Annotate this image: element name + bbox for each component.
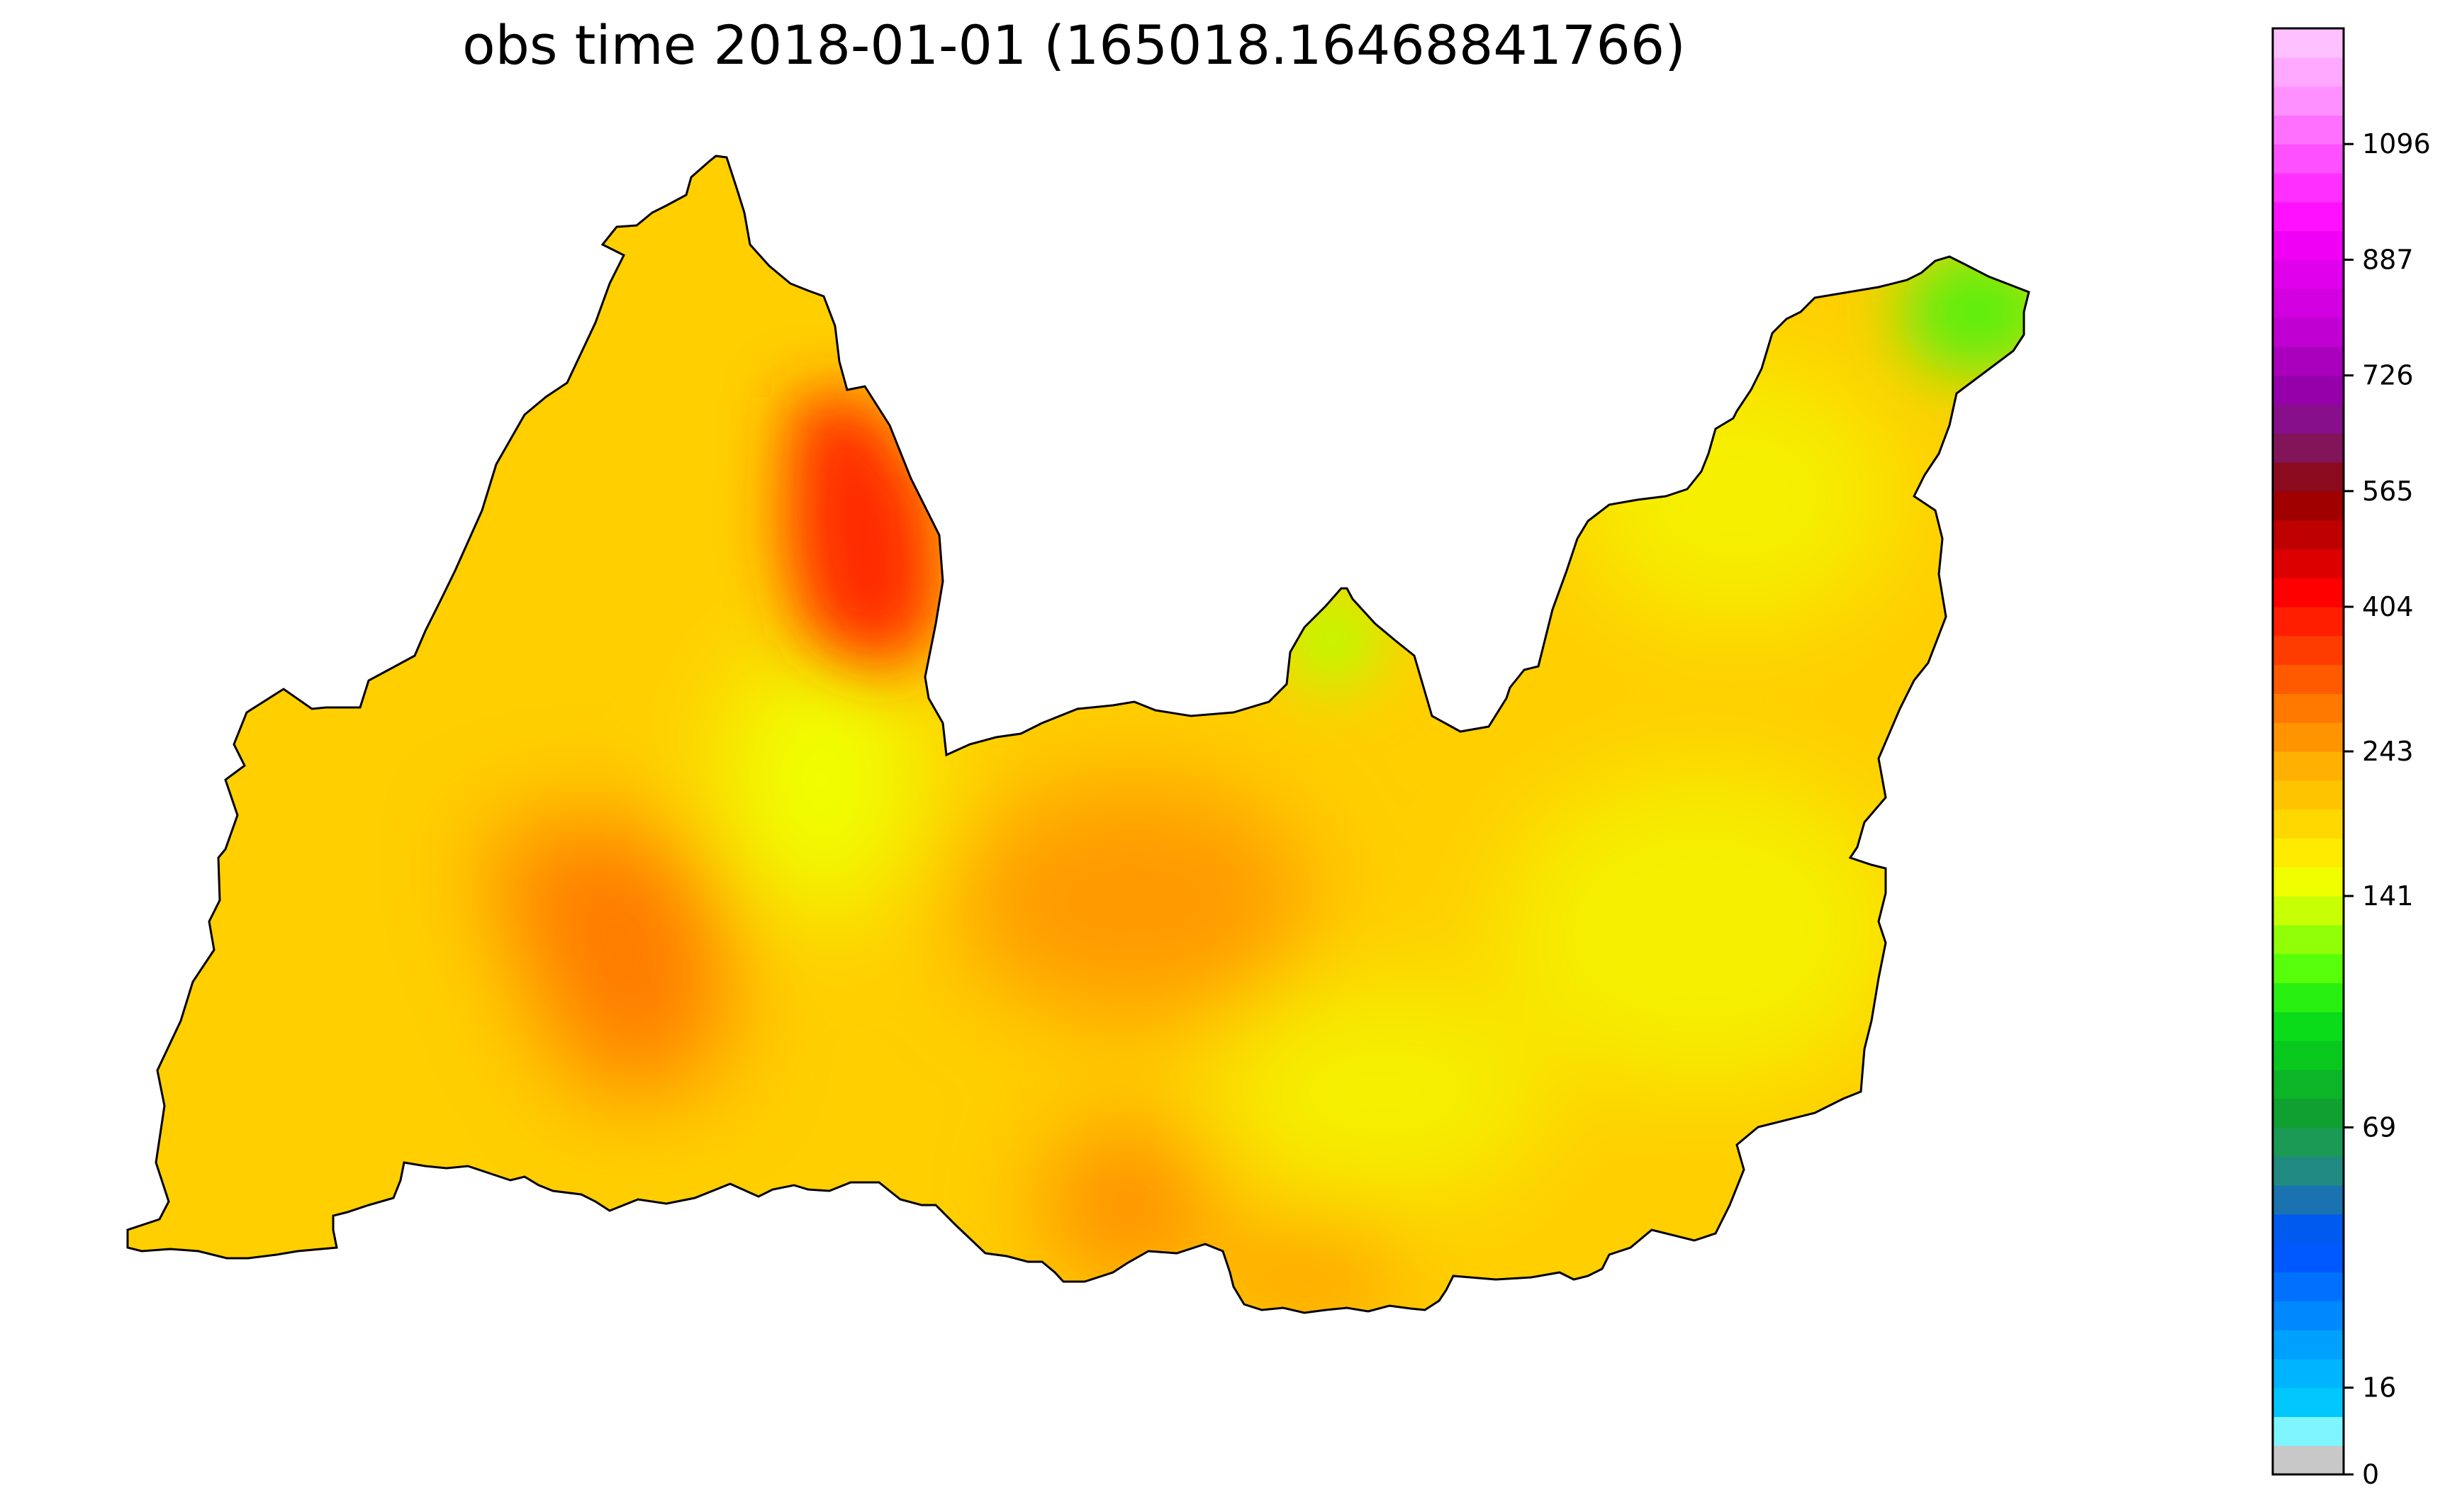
colorbar-tick-label: 1096	[2362, 128, 2431, 159]
colorbar-band	[2273, 549, 2344, 578]
colorbar-tick-label: 243	[2362, 736, 2414, 767]
colorbar-band	[2273, 28, 2344, 58]
colorbar-band	[2273, 173, 2344, 203]
colorbar-tick-label: 404	[2362, 591, 2414, 622]
colorbar-band	[2273, 1127, 2344, 1157]
colorbar-band	[2273, 1301, 2344, 1331]
colorbar-band	[2273, 57, 2344, 87]
colorbar-band	[2273, 520, 2344, 549]
colorbar-tick-label: 0	[2362, 1459, 2379, 1490]
colorbar-band	[2273, 1387, 2344, 1417]
colorbar-band	[2273, 144, 2344, 174]
hotspot-west-orange	[482, 815, 730, 1099]
colorbar-band	[2273, 404, 2344, 434]
colorbar-band	[2273, 896, 2344, 926]
map-title: obs time 2018-01-01 (165018.16468841766)	[462, 13, 1686, 77]
colorbar-band	[2273, 635, 2344, 666]
interpolated-field	[482, 369, 1900, 1313]
colorbar-band	[2273, 867, 2344, 897]
colorbar-band	[2273, 780, 2344, 810]
colorbar-band	[2273, 1445, 2344, 1475]
colorbar-band	[2273, 1069, 2344, 1099]
colorbar-band	[2273, 809, 2344, 839]
colorbar-band	[2273, 433, 2344, 463]
colorbar-band	[2273, 1214, 2344, 1244]
colorbar-band	[2273, 693, 2344, 723]
colorbar-band	[2273, 346, 2344, 376]
hotspot-center-orange	[957, 780, 1311, 1021]
hotspot-southeast-orange	[1219, 1233, 1404, 1313]
colorbar-band	[2273, 953, 2344, 983]
colorbar-band	[2273, 375, 2344, 405]
colorbar-tick-label: 726	[2362, 360, 2414, 391]
colorbar-band	[2273, 201, 2344, 232]
colorbar-band	[2273, 491, 2344, 521]
hotspot-south-orange	[1042, 1127, 1212, 1283]
colorbar-tick-label: 16	[2362, 1372, 2396, 1404]
colorbar-band	[2273, 1330, 2344, 1360]
colorbar-band	[2273, 982, 2344, 1012]
colorbar-band	[2273, 1416, 2344, 1446]
colorbar-band	[2273, 722, 2344, 752]
colorbar-tick-label: 565	[2362, 476, 2414, 507]
hotspot-middle-yellow	[723, 645, 922, 914]
colorbar: 0 16 69 141 243 404 565 726 887 1096	[2271, 27, 2431, 1490]
colorbar-band	[2273, 318, 2344, 347]
hotspot-south-middle-yellow	[1219, 985, 1545, 1198]
colorbar-band	[2273, 1098, 2344, 1128]
hotspot-north-peak-red	[787, 397, 943, 673]
colorbar-band	[2273, 1243, 2344, 1272]
hotspot-east-yellow	[1503, 773, 1900, 1085]
colorbar-bands	[2273, 28, 2344, 1475]
colorbar-band	[2273, 578, 2344, 607]
colorbar-band	[2273, 607, 2344, 637]
colorbar-tick-label: 141	[2362, 880, 2414, 912]
hotspot-northeast-green	[1900, 248, 2029, 376]
colorbar-band	[2273, 259, 2344, 289]
colorbar-ticks: 0 16 69 141 243 404 565 726 887 1096	[2344, 128, 2431, 1490]
colorbar-tick-label: 887	[2362, 244, 2414, 275]
colorbar-band	[2273, 115, 2344, 145]
colorbar-band	[2273, 1185, 2344, 1215]
colorbar-band	[2273, 1012, 2344, 1041]
colorbar-band	[2273, 289, 2344, 318]
colorbar-band	[2273, 86, 2344, 116]
colorbar-band	[2273, 230, 2344, 260]
colorbar-band	[2273, 838, 2344, 868]
colorbar-band	[2273, 1156, 2344, 1186]
colorbar-band	[2273, 1272, 2344, 1301]
hotspot-east-yellow-upper	[1581, 369, 1893, 624]
colorbar-band	[2273, 1041, 2344, 1070]
colorbar-tick-label: 69	[2362, 1111, 2396, 1143]
colorbar-band	[2273, 924, 2344, 955]
colorbar-band	[2273, 1358, 2344, 1389]
study-region	[126, 155, 2030, 1314]
colorbar-band	[2273, 751, 2344, 781]
colorbar-band	[2273, 664, 2344, 694]
colorbar-band	[2273, 462, 2344, 492]
